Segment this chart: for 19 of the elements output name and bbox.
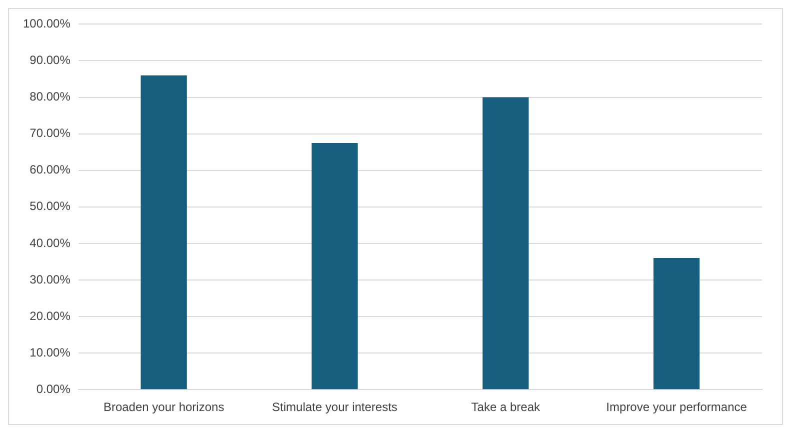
- y-tick-label: 100.00%: [23, 16, 71, 31]
- y-tick-label: 50.00%: [30, 199, 71, 214]
- y-tick-label: 70.00%: [30, 126, 71, 140]
- y-tick-label: 60.00%: [30, 162, 71, 177]
- x-tick-label: Take a break: [471, 400, 541, 414]
- y-tick-label: 20.00%: [30, 308, 71, 323]
- bar: [482, 97, 529, 390]
- x-tick-label: Broaden your horizons: [103, 400, 224, 414]
- x-tick-label: Improve your performance: [606, 400, 748, 414]
- y-tick-label: 30.00%: [30, 272, 71, 286]
- bar: [312, 142, 358, 390]
- y-tick-label: 90.00%: [30, 53, 71, 68]
- bar: [140, 75, 187, 390]
- x-tick-label: Stimulate your interests: [272, 400, 398, 414]
- y-tick-label: 40.00%: [30, 236, 71, 250]
- bar: [653, 258, 700, 390]
- y-tick-label: 10.00%: [30, 345, 71, 360]
- y-tick-label: 0.00%: [36, 382, 71, 396]
- y-tick-label: 80.00%: [30, 90, 71, 104]
